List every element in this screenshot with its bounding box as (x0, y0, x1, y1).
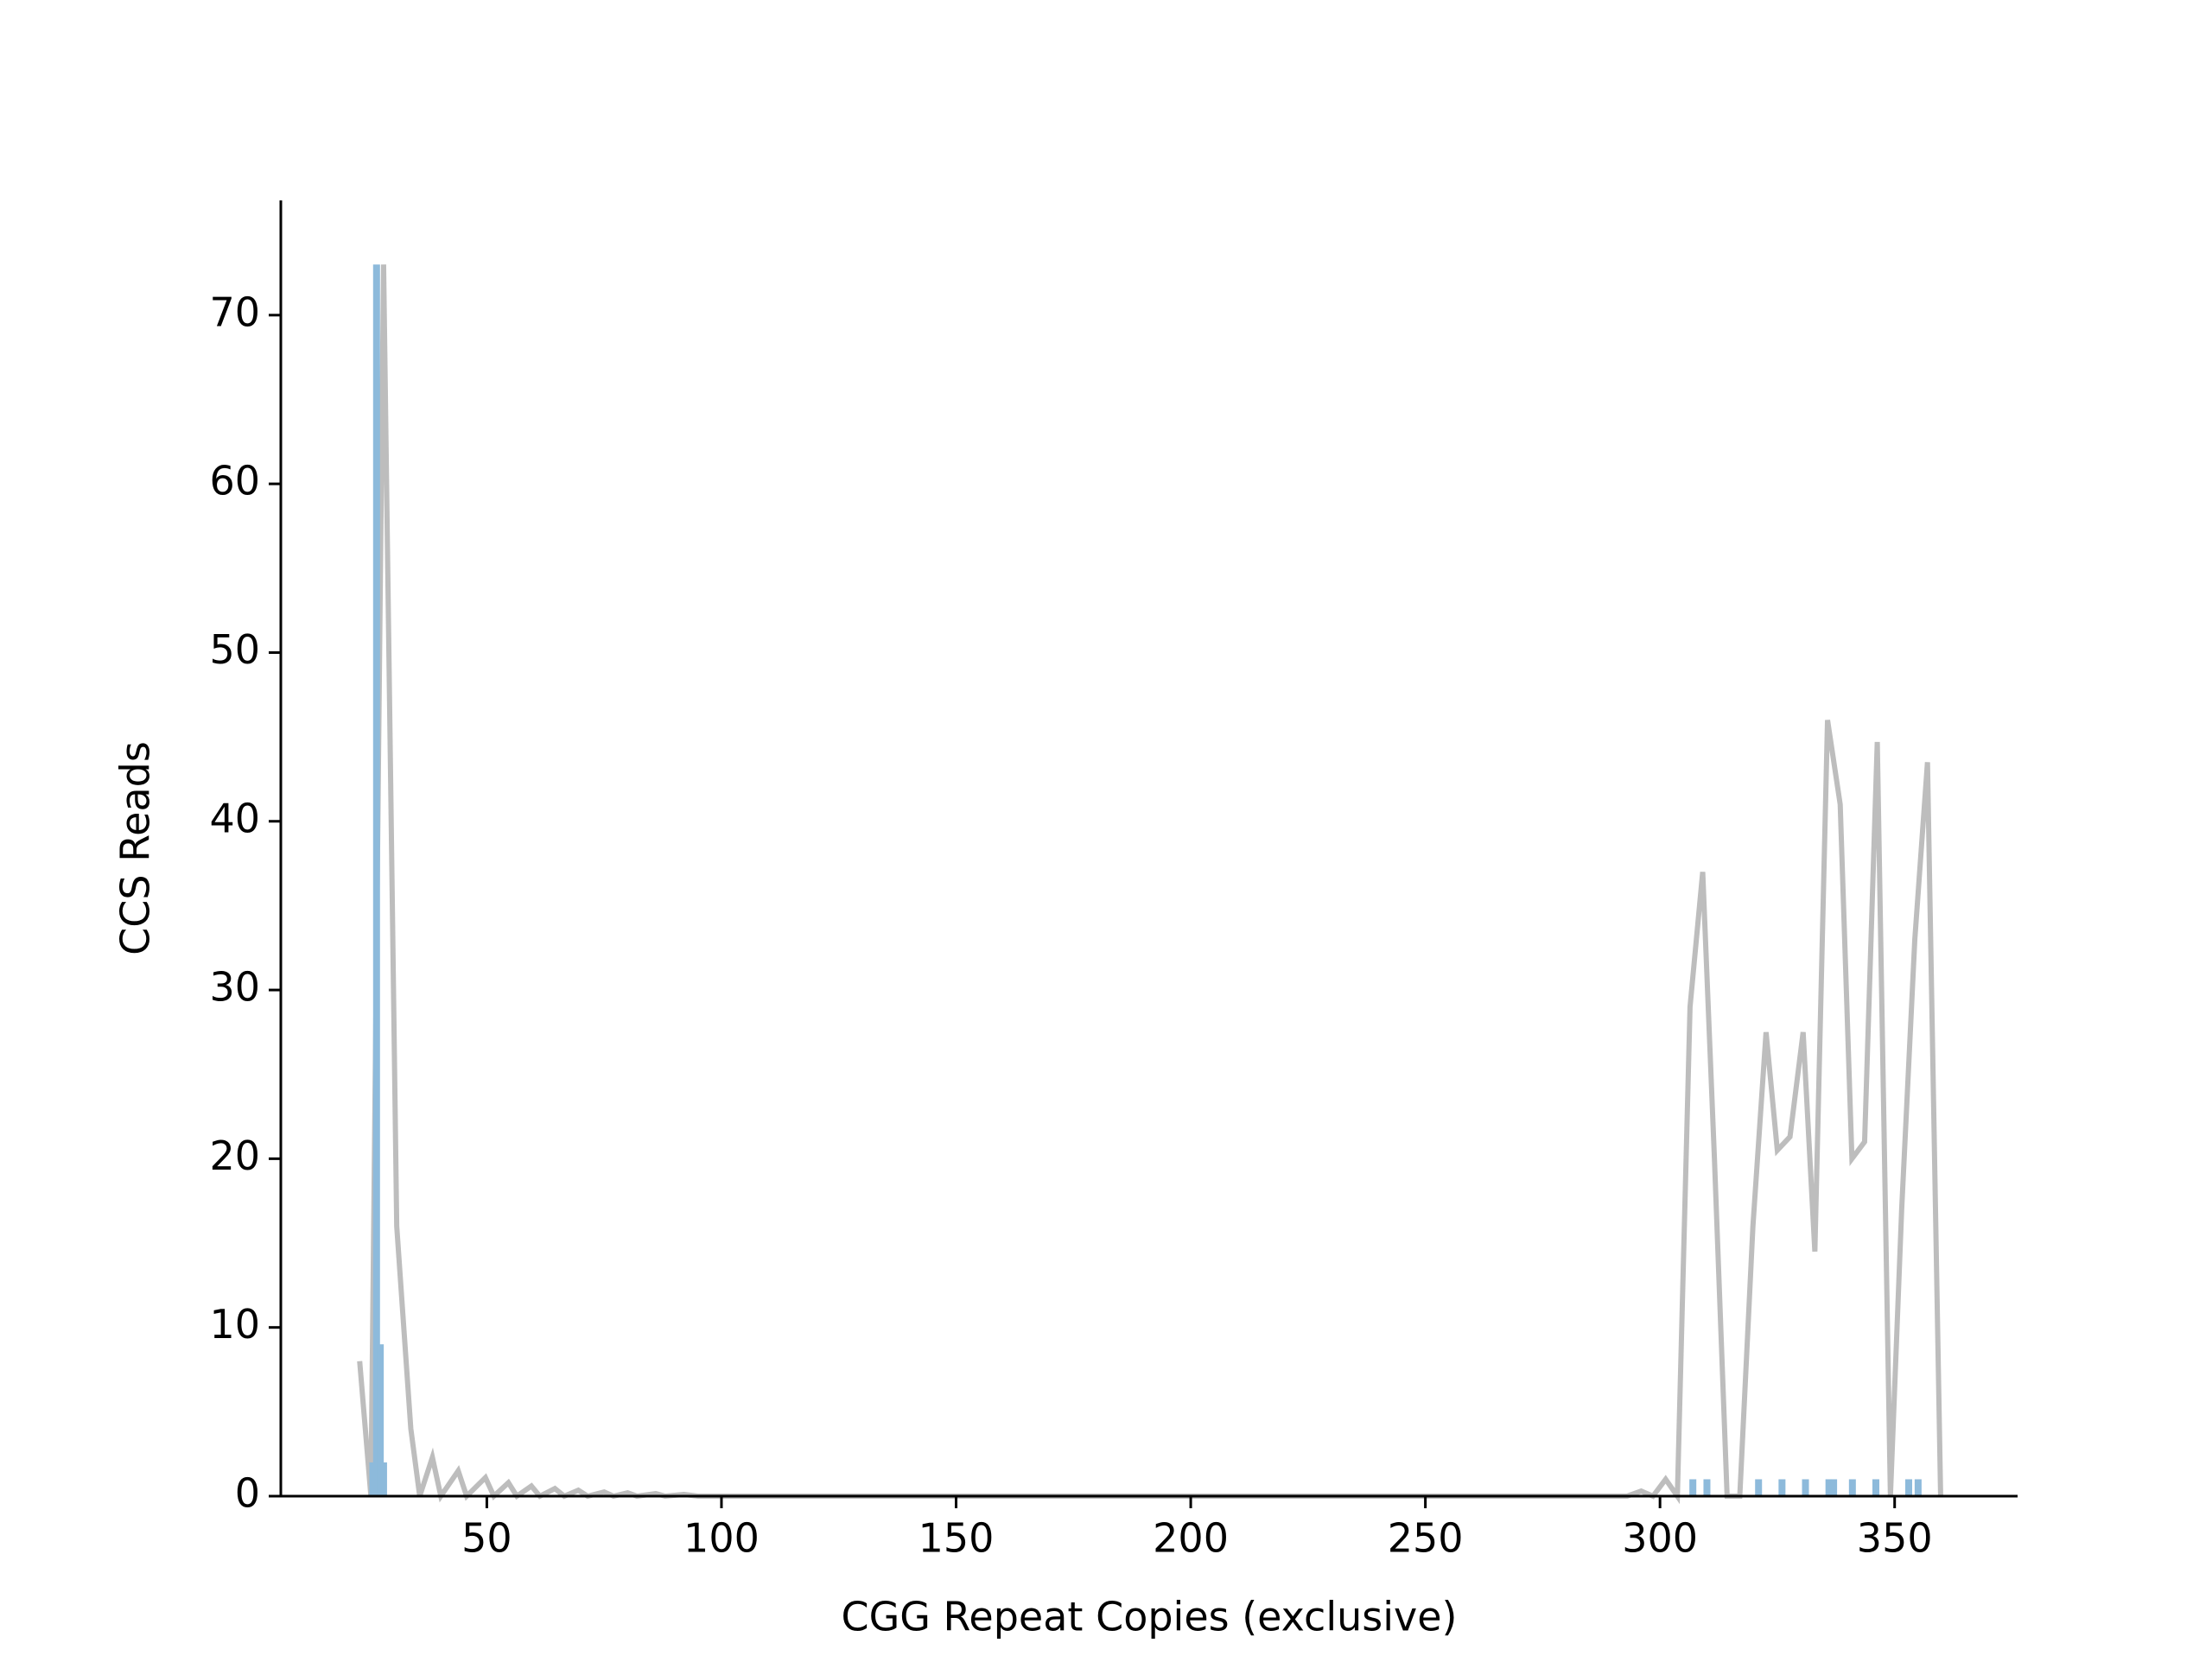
bar (1689, 1479, 1697, 1496)
bar (1905, 1479, 1913, 1496)
bar (1703, 1479, 1711, 1496)
bar (1755, 1479, 1763, 1496)
y-tick-label: 60 (209, 458, 260, 504)
bar (1825, 1479, 1833, 1496)
x-tick-label: 350 (1857, 1515, 1933, 1562)
bar (1872, 1479, 1879, 1496)
x-tick-label: 100 (683, 1515, 760, 1562)
x-tick-label: 50 (461, 1515, 512, 1562)
y-tick-label: 20 (209, 1132, 260, 1179)
bar (379, 1462, 387, 1496)
x-axis-label: CGG Repeat Copies (exclusive) (842, 1594, 1458, 1640)
bar (1914, 1479, 1922, 1496)
line (357, 264, 1943, 1505)
bar (369, 1462, 377, 1496)
x-tick-label: 200 (1153, 1515, 1229, 1562)
y-tick-label: 70 (209, 289, 260, 335)
y-tick-label: 10 (209, 1301, 260, 1348)
y-tick-label: 50 (209, 626, 260, 673)
bar (377, 1344, 385, 1496)
y-tick-label: 0 (235, 1470, 260, 1517)
y-tick-label: 40 (209, 795, 260, 841)
bar (1778, 1479, 1786, 1496)
y-tick-label: 30 (209, 964, 260, 1011)
bar (1802, 1479, 1809, 1496)
x-tick-label: 300 (1622, 1515, 1698, 1562)
y-axis-label: CCS Reads (112, 741, 159, 955)
bar (1848, 1479, 1856, 1496)
x-tick-label: 250 (1388, 1515, 1464, 1562)
bar (372, 264, 380, 1496)
x-tick-label: 150 (918, 1515, 995, 1562)
bar (1830, 1479, 1838, 1496)
